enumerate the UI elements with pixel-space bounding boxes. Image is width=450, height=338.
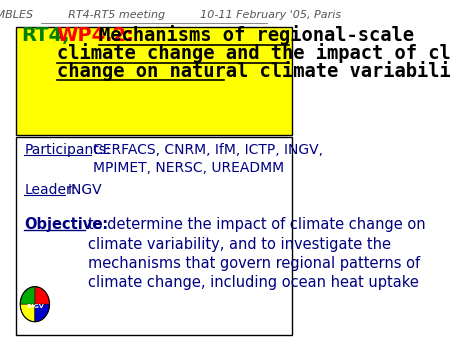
Text: climate change, including ocean heat uptake: climate change, including ocean heat upt… [88,275,419,290]
FancyBboxPatch shape [16,27,292,135]
Text: mechanisms that govern regional patterns of: mechanisms that govern regional patterns… [88,256,420,271]
Wedge shape [20,287,35,304]
Text: climate change and the impact of climate: climate change and the impact of climate [57,43,450,63]
Text: MPIMET, NERSC, UREADMM: MPIMET, NERSC, UREADMM [94,161,284,175]
Text: RT4,: RT4, [22,26,70,45]
Text: WP4.2:: WP4.2: [57,26,135,45]
Wedge shape [35,287,50,304]
Text: change on natural climate variability: change on natural climate variability [57,61,450,81]
Text: INGV: INGV [68,183,102,197]
Text: ENSEMBLES          RT4-RT5 meeting          10-11 February '05, Paris: ENSEMBLES RT4-RT5 meeting 10-11 February… [0,10,342,20]
Text: climate variability, and to investigate the: climate variability, and to investigate … [88,237,391,251]
Text: CERFACS, CNRM, IfM, ICTP, INGV,: CERFACS, CNRM, IfM, ICTP, INGV, [94,143,324,158]
Text: INGV: INGV [26,305,44,309]
Wedge shape [20,304,35,322]
Text: Objective:: Objective: [24,217,108,232]
FancyBboxPatch shape [16,137,292,335]
Text: to determine the impact of climate change on: to determine the impact of climate chang… [88,217,425,232]
Text: Mechanisms of regional-scale: Mechanisms of regional-scale [99,25,414,46]
Wedge shape [35,304,50,322]
Text: Participants:: Participants: [24,143,111,158]
Text: Leader:: Leader: [24,183,77,197]
